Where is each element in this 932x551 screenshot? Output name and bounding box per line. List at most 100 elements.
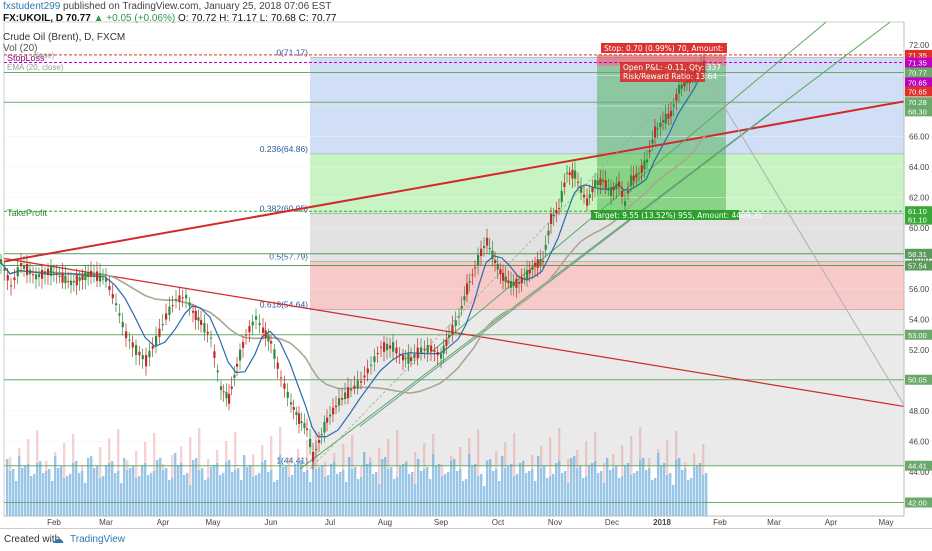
candle-body xyxy=(544,244,547,250)
volume-bar xyxy=(252,477,255,516)
volume-bar xyxy=(177,465,180,516)
volume-bar xyxy=(9,471,12,516)
candle-body xyxy=(656,128,659,130)
volume-bar xyxy=(210,467,213,516)
volume-bar xyxy=(372,474,375,516)
candle-body xyxy=(440,353,443,359)
x-tick-label: Feb xyxy=(47,518,61,527)
volume-bar xyxy=(318,467,321,516)
volume-bar xyxy=(45,471,48,516)
volume-bar xyxy=(348,457,351,516)
volume-bar xyxy=(123,458,126,516)
volume-bar xyxy=(378,484,381,516)
candle-body xyxy=(486,237,489,246)
candle-body xyxy=(670,110,673,117)
price-chart[interactable]: 0(71.17) 0.236(64.86) 0.382(60.95) 0.5(57.7… xyxy=(0,0,932,528)
candle-body xyxy=(347,387,350,399)
candle-body xyxy=(228,393,231,404)
volume-bar xyxy=(498,481,501,516)
candle-body xyxy=(389,345,392,349)
volume-bar xyxy=(624,465,627,516)
volume-bar xyxy=(591,463,594,516)
candle-body xyxy=(197,317,200,321)
volume-bar xyxy=(150,473,153,516)
candle-body xyxy=(323,421,326,433)
candle-body xyxy=(47,268,50,276)
volume-bar xyxy=(120,483,123,516)
volume-bar xyxy=(60,466,63,516)
price-tag-label: 61.10 xyxy=(908,207,927,216)
volume-bar xyxy=(495,451,498,469)
candle-body xyxy=(607,187,610,189)
candle-body xyxy=(563,182,566,187)
volume-bar xyxy=(12,469,15,516)
price-tag-box xyxy=(905,497,932,508)
volume-bar xyxy=(84,483,87,516)
candle-body xyxy=(61,272,64,283)
volume-bar xyxy=(153,433,156,471)
volume-bar xyxy=(441,465,444,476)
candle-body xyxy=(141,355,144,360)
candle-body xyxy=(651,139,654,144)
candle-body xyxy=(416,347,419,359)
volume-bar xyxy=(288,458,291,477)
candle-body xyxy=(602,179,605,182)
volume-bar xyxy=(33,474,36,516)
volume-bar xyxy=(690,478,693,516)
trend-line xyxy=(299,21,891,470)
volume-legend[interactable]: Vol (20) xyxy=(3,43,38,54)
y-tick-label: 60.00 xyxy=(909,224,930,233)
candle-body xyxy=(248,326,251,333)
candle-body xyxy=(451,324,454,335)
volume-bar xyxy=(138,476,141,516)
candle-body xyxy=(638,172,641,174)
tradingview-cloud-icon: ☁ xyxy=(52,532,64,546)
candle-body xyxy=(81,275,84,280)
candle-body xyxy=(664,113,667,124)
candle-body xyxy=(373,356,376,362)
price-tag-box xyxy=(905,248,932,259)
candle-body xyxy=(242,341,245,348)
volume-bar xyxy=(72,434,75,463)
volume-bar xyxy=(603,483,606,516)
candle-body xyxy=(420,347,423,353)
fib-level-label: 0(71.17) xyxy=(276,48,308,58)
volume-bar xyxy=(93,468,96,516)
candle-body xyxy=(630,175,633,187)
candle-body xyxy=(536,259,539,268)
volume-bar xyxy=(405,461,408,462)
author-link[interactable]: fxstudent299 xyxy=(3,1,61,12)
symbol-line: FX:UKOIL, D 70.77 ▲ +0.05 (+0.06%) O: 70… xyxy=(3,13,336,24)
candle-body xyxy=(534,262,537,267)
tradingview-link[interactable]: TradingView xyxy=(70,534,126,545)
x-tick-label: May xyxy=(205,518,220,527)
volume-bar xyxy=(666,440,669,475)
candle-body xyxy=(230,386,233,389)
volume-bar xyxy=(576,468,579,516)
x-tick-label: May xyxy=(878,518,893,527)
volume-bar xyxy=(18,456,21,516)
fib-level-label: 0.236(64.86) xyxy=(260,144,308,154)
volume-bar xyxy=(9,457,12,471)
candle-body xyxy=(220,386,223,391)
volume-bar xyxy=(384,457,387,516)
volume-bar xyxy=(207,478,210,516)
volume-bar xyxy=(546,478,549,516)
volume-bar xyxy=(135,478,138,516)
candle-body xyxy=(672,104,675,107)
candle-body xyxy=(87,273,90,277)
volume-bar xyxy=(405,462,408,516)
volume-bar xyxy=(153,471,156,516)
volume-bar xyxy=(366,464,369,516)
candle-body xyxy=(483,246,486,249)
candle-body xyxy=(315,448,318,450)
volume-bar xyxy=(705,473,708,516)
volume-bar xyxy=(450,456,453,461)
volume-bar xyxy=(570,458,573,516)
volume-bar xyxy=(693,467,696,516)
candle-body xyxy=(588,194,591,198)
candle-body xyxy=(102,278,105,280)
candle-body xyxy=(370,364,373,366)
candle-body xyxy=(255,316,258,320)
instrument-legend[interactable]: Crude Oil (Brent), D, FXCM xyxy=(3,32,126,43)
